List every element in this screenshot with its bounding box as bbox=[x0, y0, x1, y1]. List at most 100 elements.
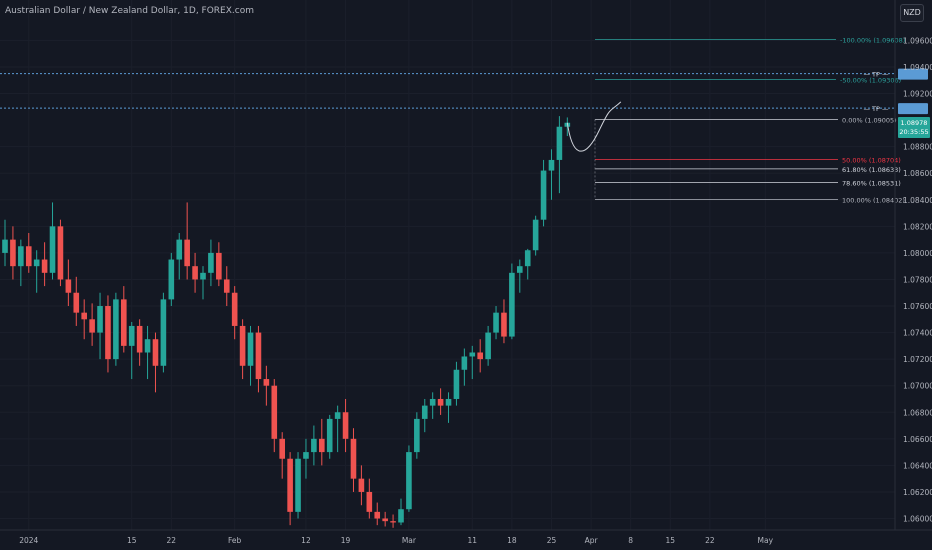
price-tick-label: 1.09400 bbox=[903, 63, 932, 72]
candle-body bbox=[263, 379, 270, 386]
candle-body bbox=[255, 332, 262, 380]
price-tick-label: 1.06600 bbox=[903, 435, 932, 444]
time-tick-label: Mar bbox=[402, 536, 417, 545]
tp-price-marker bbox=[898, 68, 928, 80]
time-tick-label: 19 bbox=[341, 536, 351, 545]
last-price-value: 1.08978 bbox=[901, 119, 928, 127]
candle-body bbox=[231, 292, 238, 326]
candle-body bbox=[501, 312, 507, 337]
time-tick-label: 25 bbox=[547, 536, 557, 545]
candle-body bbox=[461, 356, 468, 370]
candle-body bbox=[382, 518, 388, 522]
candle-body bbox=[176, 239, 183, 260]
time-tick-label: 15 bbox=[127, 536, 137, 545]
candle-body bbox=[152, 339, 159, 366]
price-tick-label: 1.06800 bbox=[903, 408, 932, 417]
price-tick-label: 1.07400 bbox=[903, 329, 932, 338]
candle-body bbox=[89, 319, 95, 333]
price-tick-label: 1.07000 bbox=[903, 382, 932, 391]
candle-body bbox=[208, 252, 214, 273]
candle-body bbox=[319, 438, 325, 453]
candle-body bbox=[271, 385, 278, 439]
price-tick-label: 1.08800 bbox=[903, 143, 932, 152]
candle-body bbox=[97, 306, 103, 333]
last-price-box bbox=[898, 117, 930, 139]
candle-body bbox=[136, 325, 143, 353]
candle-body bbox=[287, 458, 293, 512]
price-tick-label: 1.09600 bbox=[903, 36, 932, 45]
candle-body bbox=[509, 272, 515, 337]
candle-body bbox=[303, 452, 309, 459]
candle-body bbox=[342, 412, 349, 439]
candle-body bbox=[485, 332, 491, 360]
price-tick-label: 1.09200 bbox=[903, 90, 932, 99]
candle-body bbox=[334, 412, 341, 419]
symbol-title: Australian Dollar / New Zealand Dollar, … bbox=[5, 6, 254, 16]
candle-body bbox=[350, 438, 357, 479]
price-tick-label: 1.08000 bbox=[903, 249, 932, 258]
tp-label: — TP — bbox=[863, 105, 889, 113]
candle-body bbox=[168, 259, 175, 300]
candle-body bbox=[311, 438, 317, 453]
tp-lines[interactable]: — TP — — TP — bbox=[0, 68, 928, 115]
candle-body bbox=[556, 126, 563, 160]
price-tick-label: 1.07200 bbox=[903, 355, 932, 364]
projection-path[interactable] bbox=[566, 101, 622, 152]
candle-body bbox=[25, 246, 32, 267]
time-tick-label: 12 bbox=[301, 536, 311, 545]
candle-body bbox=[160, 299, 167, 366]
price-tick-label: 1.06400 bbox=[903, 461, 932, 470]
currency-button[interactable]: NZD bbox=[900, 4, 924, 22]
candle-body bbox=[326, 418, 333, 453]
price-tick-label: 1.08600 bbox=[903, 169, 932, 178]
candle-body bbox=[406, 452, 412, 510]
candle-body bbox=[33, 259, 40, 267]
time-tick-label: 22 bbox=[167, 536, 177, 545]
candle-body bbox=[469, 352, 476, 357]
candle-body bbox=[295, 458, 301, 512]
time-tick-label: Feb bbox=[228, 536, 242, 545]
candle-body bbox=[374, 511, 381, 519]
candle-body bbox=[144, 339, 151, 353]
time-tick-label: 18 bbox=[507, 536, 517, 545]
candle-body bbox=[366, 491, 373, 512]
candle-body bbox=[390, 521, 396, 523]
candle-body bbox=[279, 438, 285, 459]
fib-extension-label: -50.00% (1.09306) bbox=[840, 76, 901, 84]
fib-level-label: 78.60% (1.08531) bbox=[842, 179, 901, 187]
price-axis[interactable]: 1.09600 1.09400 1.09200 1.08800 1.08600 1.084… bbox=[903, 36, 932, 523]
candle-body bbox=[113, 299, 119, 360]
candle-body bbox=[57, 226, 64, 280]
projection-curve bbox=[566, 101, 622, 152]
candle-body bbox=[398, 509, 404, 523]
fib-retracement[interactable]: 0.00% (1.09005) 50.00% (1.08704) 61.80% (1… bbox=[594, 116, 905, 205]
candle-body bbox=[223, 279, 230, 293]
candle-body bbox=[128, 325, 135, 346]
candle-body bbox=[81, 312, 87, 320]
candle-body bbox=[540, 170, 547, 220]
candle-body bbox=[493, 312, 499, 333]
fib-level-label: 50.00% (1.08704) bbox=[842, 156, 901, 164]
time-tick-label: 22 bbox=[705, 536, 715, 545]
price-tick-label: 1.06200 bbox=[903, 488, 932, 497]
fib-extension-label: -100.00% (1.09608) bbox=[840, 36, 905, 44]
fib-level-label: 0.00% (1.09005) bbox=[842, 116, 897, 124]
candle-body bbox=[517, 266, 523, 273]
time-tick-label: May bbox=[758, 536, 774, 545]
candle-body bbox=[548, 159, 555, 171]
tp-price-marker bbox=[898, 103, 928, 115]
time-tick-label: 8 bbox=[628, 536, 633, 545]
candle-body bbox=[429, 398, 436, 406]
candles bbox=[2, 116, 571, 528]
candle-body bbox=[524, 250, 531, 267]
time-tick-label: 2024 bbox=[19, 536, 38, 545]
candle-body bbox=[73, 292, 80, 313]
fib-level-label: 61.80% (1.08633) bbox=[842, 166, 901, 174]
candle-body bbox=[65, 279, 72, 293]
fib-extension[interactable]: -100.00% (1.09608) -50.00% (1.09306) bbox=[595, 36, 905, 84]
candle-body bbox=[477, 352, 483, 360]
time-axis[interactable]: 2024 15 22 Feb 12 19 Mar 11 18 25 Apr 8 15 22 May bbox=[19, 536, 773, 545]
price-tick-label: 1.08400 bbox=[903, 196, 932, 205]
